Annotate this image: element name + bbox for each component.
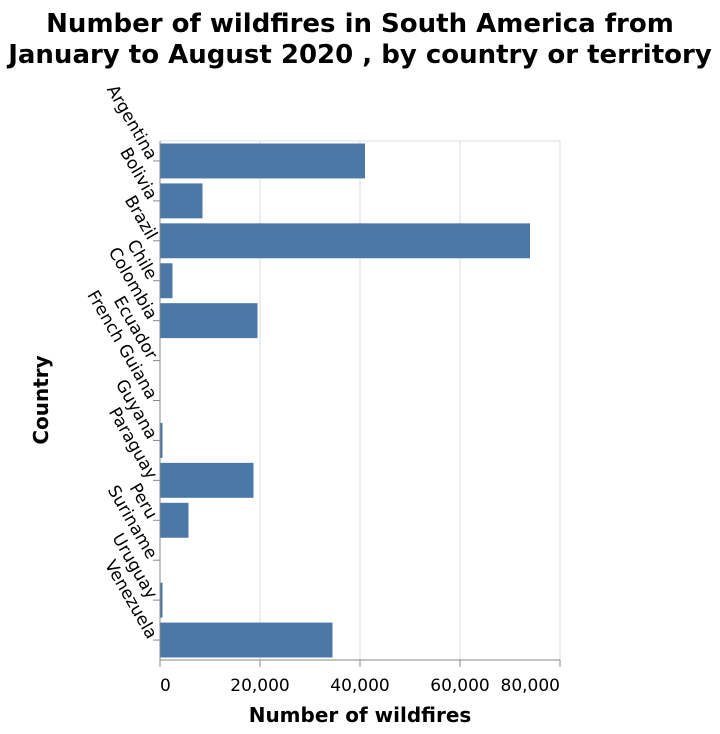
chart-title-line-1: Number of wildfires in South America fro…	[46, 9, 674, 39]
x-tick-label-2: 40,000	[330, 676, 389, 696]
bar-venezuela	[160, 622, 333, 658]
bar-paraguay	[160, 462, 254, 498]
bar-chile	[160, 263, 173, 299]
bar-colombia	[160, 303, 258, 339]
bar-guyana	[160, 422, 163, 458]
bars	[160, 143, 530, 658]
x-tick-label-0: 0	[160, 676, 171, 696]
bar-peru	[160, 502, 189, 538]
gridlines	[159, 140, 561, 660]
bar-brazil	[160, 223, 530, 259]
bar-argentina	[160, 143, 365, 179]
x-tick-label-1: 20,000	[230, 676, 289, 696]
y-tick-label-brazil: Brazil	[120, 192, 161, 243]
bar-uruguay	[160, 582, 163, 618]
chart-title-line-2: January to August 2020 , by country or t…	[6, 40, 712, 70]
x-tick-label-4: 80,000	[501, 676, 560, 696]
x-axis-title: Number of wildfires	[249, 703, 472, 727]
bar-bolivia	[160, 183, 203, 219]
x-tick-label-3: 60,000	[430, 676, 489, 696]
axes: 0 20,000 40,000 60,000 80,000ArgentinaBolivi…	[83, 82, 561, 696]
y-axis-title: Country	[29, 355, 53, 444]
